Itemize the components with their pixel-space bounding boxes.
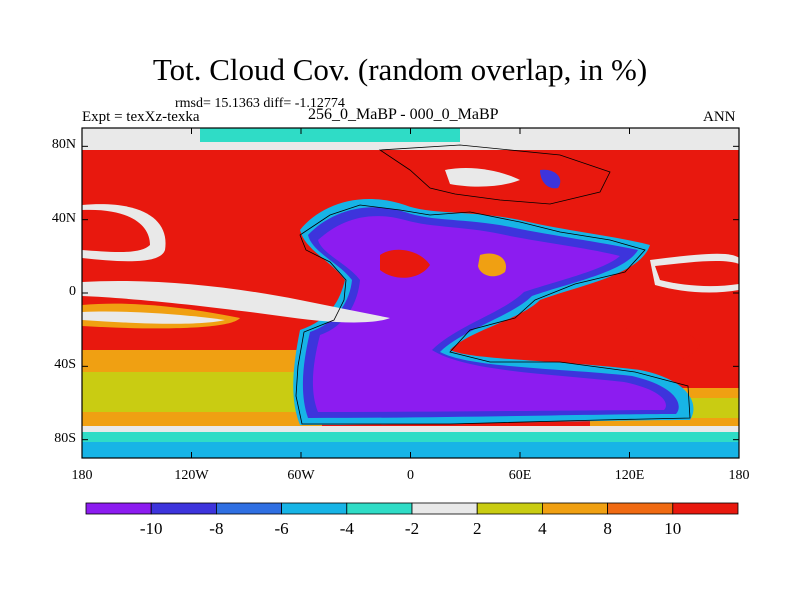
colorbar-label: -2 [404,519,420,538]
colorbar-box [346,502,413,515]
colorbar-label: 10 [664,519,682,538]
x-tick-label: 0 [407,468,414,483]
x-tick-label: 180 [71,468,93,483]
x-tick-label: 120E [614,468,645,483]
colorbar-label: 4 [538,519,547,538]
colorbar-box [672,502,739,515]
colorbar-box [215,502,282,515]
experiment-label: Expt = texXz-texka [82,109,200,125]
x-tick-label: 60E [508,468,532,483]
map-title: Tot. Cloud Cov. (random overlap, in %) [152,52,648,87]
y-tick-label: 80S [54,430,76,446]
colorbar-label: -4 [339,519,354,538]
y-tick-label: 80N [51,137,76,153]
colorbar-label: -8 [209,519,224,538]
y-tick-label: 40N [51,210,76,226]
colorbar-box [411,502,478,515]
x-tick-label: 180 [728,468,750,483]
axis-ticks [81,128,740,458]
colorbar-label: 8 [603,519,612,538]
x-tick-label: 120W [174,468,209,483]
colorbar-box [281,502,348,515]
season-label: ANN [703,109,736,125]
colorbar-box [150,502,217,515]
map-field [82,128,739,458]
colorbar-box [607,502,674,515]
colorbar-label: -10 [139,519,163,538]
colorbar-label: -6 [274,519,289,538]
colorbar-box [85,502,152,515]
colorbar-label: 2 [472,519,482,538]
y-tick-label: 40S [54,357,76,373]
y-tick-label: 0 [69,284,76,299]
x-tick-label: 60W [287,468,315,483]
colorbar-box [542,502,609,515]
map-subtitle: 256_0_MaBP - 000_0_MaBP [308,106,499,123]
colorbar-box [476,502,543,515]
stats-label: rmsd= 15.1363 diff= -1.12774 [175,96,345,111]
